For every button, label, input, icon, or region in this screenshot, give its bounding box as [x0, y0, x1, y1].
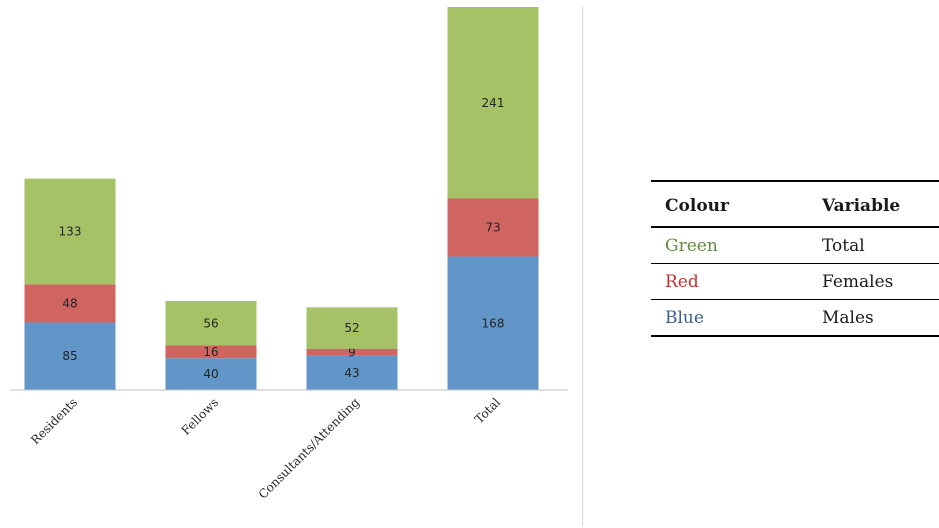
bar-females-1 — [165, 345, 257, 359]
data-label-total-1: 56 — [203, 316, 218, 330]
legend-colour-red: Red — [651, 263, 808, 300]
legend-colour-green: Green — [651, 227, 808, 264]
bar-males-2 — [306, 355, 398, 390]
bar-males-3 — [447, 256, 539, 390]
bar-total-2 — [306, 307, 398, 349]
data-label-females-3: 73 — [485, 221, 500, 235]
bar-males-1 — [165, 358, 257, 390]
legend-variable-total: Total — [808, 227, 939, 264]
bar-females-0 — [24, 284, 116, 323]
bar-females-3 — [447, 198, 539, 257]
legend-row-red: Red Females — [651, 263, 939, 300]
data-label-males-0: 85 — [62, 349, 77, 363]
data-label-total-2: 52 — [344, 321, 359, 335]
legend-row-blue: Blue Males — [651, 299, 939, 337]
legend-header-row: Colour Variable — [651, 180, 939, 228]
category-label-3: Total — [472, 395, 503, 426]
category-label-2: Consultants/Attending — [256, 395, 363, 502]
data-label-males-2: 43 — [344, 366, 359, 380]
legend-header-variable: Variable — [808, 180, 939, 228]
legend-row-green: Green Total — [651, 227, 939, 264]
legend-variable-females: Females — [808, 263, 939, 300]
panel-divider — [582, 6, 583, 526]
stacked-bar-chart: 85 48 133 Residents 40 16 56 Fellows 43 9 52 Consul… — [10, 7, 568, 502]
bar-total-0 — [24, 178, 116, 285]
data-label-males-3: 168 — [482, 316, 505, 330]
bar-total-3 — [447, 7, 539, 199]
data-label-total-0: 133 — [59, 224, 82, 238]
legend-header-colour: Colour — [651, 180, 808, 228]
colour-legend-table: Colour Variable Green Total Red Females … — [651, 180, 939, 337]
category-label-0: Residents — [28, 395, 80, 447]
data-label-total-3: 241 — [482, 96, 505, 110]
bar-total-1 — [165, 301, 257, 346]
legend-variable-males: Males — [808, 299, 939, 337]
category-label-1: Fellows — [179, 395, 222, 438]
legend-colour-blue: Blue — [651, 299, 808, 337]
data-label-males-1: 40 — [203, 367, 218, 381]
data-label-females-0: 48 — [62, 296, 77, 310]
data-label-females-1: 16 — [203, 345, 218, 359]
bar-males-0 — [24, 322, 116, 390]
bar-females-2 — [306, 348, 398, 356]
data-label-females-2: 9 — [348, 345, 356, 359]
